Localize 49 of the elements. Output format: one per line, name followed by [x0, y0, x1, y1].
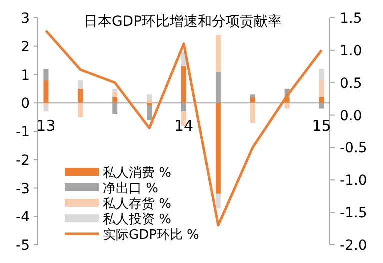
bar — [44, 80, 49, 104]
y2-tick-label: 1.0 — [340, 43, 362, 60]
chart-title: 日本GDP环比增速和分项贡献率 — [84, 14, 282, 30]
bar — [319, 97, 324, 104]
legend-label: 私人存货 % — [103, 197, 172, 212]
bar — [147, 103, 152, 106]
bar — [319, 69, 324, 80]
legend-label: 私人投资 % — [103, 212, 172, 228]
bar — [78, 103, 84, 118]
y-tick-label: 3 — [21, 11, 30, 27]
bar — [44, 69, 49, 80]
y2-tick-label: 0.0 — [340, 108, 362, 124]
bar — [284, 103, 290, 109]
bar — [78, 88, 84, 104]
bar — [147, 94, 152, 100]
legend-label: 实际GDP环比 % — [103, 228, 200, 243]
y2-tick-label: -2.0 — [340, 238, 368, 254]
y2-tick-label: 0.5 — [340, 76, 362, 92]
y-tick-label: 0 — [21, 96, 30, 112]
y-tick-label: -5 — [16, 238, 30, 254]
bar — [44, 106, 49, 112]
x-tick-label: 15 — [312, 117, 332, 136]
bar — [250, 103, 256, 123]
bar — [147, 106, 152, 120]
x-tick-label: 14 — [174, 117, 194, 136]
bar — [216, 194, 221, 208]
y-tick-label: -3 — [16, 181, 30, 198]
bar — [78, 80, 84, 89]
legend-label: 私人消费 % — [103, 166, 172, 181]
y-tick-label: -1 — [16, 124, 30, 140]
bar — [112, 88, 118, 92]
y-tick-label: -4 — [16, 210, 30, 226]
y2-tick-label: -1.5 — [340, 206, 368, 222]
y2-tick-label: -0.5 — [340, 140, 368, 157]
bar — [250, 97, 256, 104]
bar — [216, 35, 221, 72]
bar — [112, 92, 118, 98]
bar — [112, 97, 118, 104]
legend-label: 净出口 % — [103, 182, 158, 196]
bar — [250, 94, 256, 98]
bar — [216, 103, 221, 194]
y2-tick-label: -1.0 — [340, 173, 368, 190]
y-tick-label: 2 — [21, 39, 30, 56]
y-tick-label: -2 — [16, 152, 30, 169]
y2-tick-label: 1.5 — [340, 11, 362, 27]
x-tick-label: 13 — [36, 117, 56, 136]
bar — [182, 66, 186, 104]
y-tick-label: 1 — [21, 68, 30, 84]
bar — [319, 80, 324, 98]
